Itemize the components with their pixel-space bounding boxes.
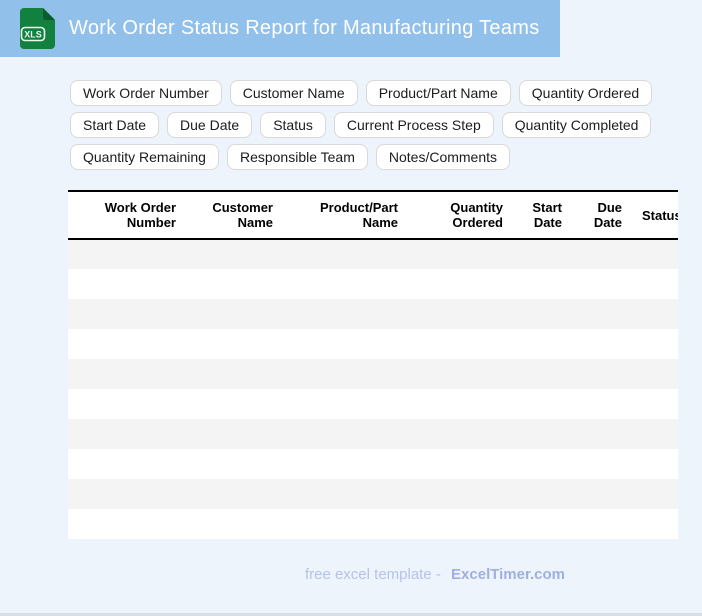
chip-quantity-ordered[interactable]: Quantity Ordered	[518, 80, 653, 106]
chip-quantity-remaining[interactable]: Quantity Remaining	[70, 144, 219, 170]
chip-work-order-number[interactable]: Work Order Number	[70, 80, 222, 106]
page-title: Work Order Status Report for Manufacturi…	[69, 17, 540, 39]
column-header-customer-name: Customer Name	[212, 200, 273, 230]
work-order-table-container: Work Order Number Customer Name Product/…	[68, 190, 678, 539]
table-row[interactable]	[68, 509, 678, 539]
chip-product-part-name[interactable]: Product/Part Name	[365, 80, 511, 106]
column-header-quantity-ordered: Quantity Ordered	[450, 200, 503, 230]
table-row[interactable]	[68, 299, 678, 329]
column-header-product-part-name: Product/Part Name	[319, 200, 398, 230]
table-row[interactable]	[68, 449, 678, 479]
chip-notes-comments[interactable]: Notes/Comments	[375, 144, 511, 170]
chip-status[interactable]: Status	[260, 112, 326, 138]
table-row[interactable]	[68, 389, 678, 419]
footer-brand-link[interactable]: ExcelTimer.com	[451, 566, 565, 583]
table-row[interactable]	[68, 359, 678, 389]
footer-text: free excel template -	[304, 566, 441, 583]
chip-current-process-step[interactable]: Current Process Step	[333, 112, 494, 138]
column-header-start-date: Start Date	[532, 200, 562, 230]
table-row[interactable]	[68, 329, 678, 359]
table-row[interactable]	[68, 269, 678, 299]
title-bar: XLS Work Order Status Report for Manufac…	[0, 0, 560, 57]
chip-customer-name[interactable]: Customer Name	[229, 80, 358, 106]
column-header-status: Status	[642, 207, 678, 223]
chip-due-date[interactable]: Due Date	[167, 112, 253, 138]
table-row[interactable]	[68, 479, 678, 509]
column-header-work-order-number: Work Order Number	[104, 200, 176, 230]
xls-file-icon: XLS	[20, 8, 55, 49]
work-order-table: Work Order Number Customer Name Product/…	[68, 190, 678, 539]
footer-credit: free excel template - ExcelTimer.com	[305, 566, 565, 583]
chip-responsible-team[interactable]: Responsible Team	[226, 144, 368, 170]
chip-quantity-completed[interactable]: Quantity Completed	[501, 112, 652, 138]
chip-start-date[interactable]: Start Date	[70, 112, 160, 138]
column-header-due-date: Due Date	[593, 200, 622, 230]
table-header-row: Work Order Number Customer Name Product/…	[68, 191, 678, 239]
xls-icon-label: XLS	[24, 30, 42, 40]
field-chip-list: Work Order Number Customer Name Product/…	[70, 80, 690, 170]
table-row[interactable]	[68, 239, 678, 269]
table-body	[68, 239, 678, 539]
table-row[interactable]	[68, 419, 678, 449]
